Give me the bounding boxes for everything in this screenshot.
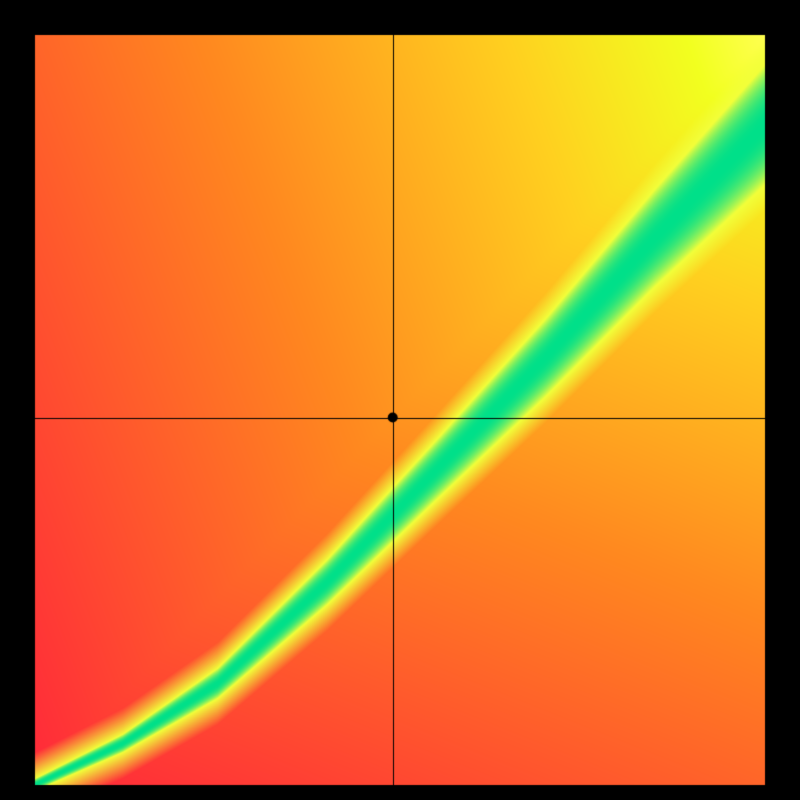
heatmap-canvas (0, 0, 800, 800)
chart-frame: TheBottleneck.com (0, 0, 800, 800)
